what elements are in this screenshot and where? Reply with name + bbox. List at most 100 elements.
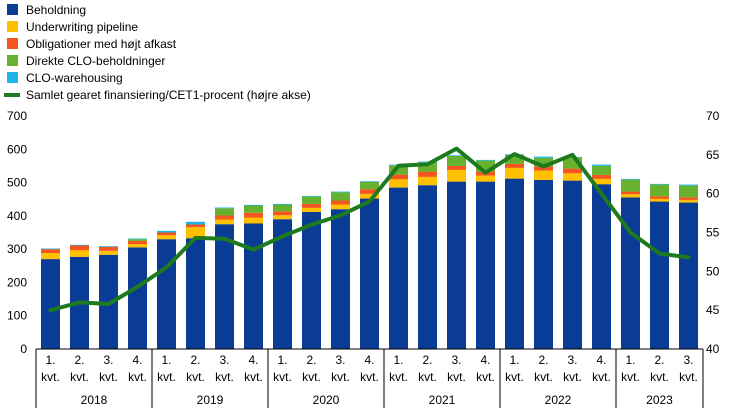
x-tick-label: kvt. [621, 370, 640, 384]
y-right-tick-label: 50 [706, 264, 720, 278]
bar-segment [215, 208, 234, 216]
bar-segment [447, 169, 466, 182]
bar-segment [505, 178, 524, 349]
x-tick-label: 1. [509, 353, 519, 367]
bar-segment [563, 157, 582, 169]
y-left-tick-label: 100 [7, 309, 27, 323]
year-label: 2022 [545, 393, 572, 407]
bar-segment [215, 219, 234, 225]
x-tick-label: 3. [103, 353, 113, 367]
bar-segment [157, 235, 176, 240]
x-tick-label: 1. [161, 353, 171, 367]
legend-line-swatch [4, 92, 20, 97]
bar-segment [447, 165, 466, 170]
x-tick-label: 4. [132, 353, 142, 367]
legend-item: Direkte CLO-beholdninger [4, 52, 404, 69]
x-tick-label: kvt. [128, 370, 147, 384]
y-right-tick-label: 40 [706, 342, 720, 356]
bar-segment [99, 246, 118, 251]
bar-segment [70, 245, 89, 251]
y-left-tick-label: 0 [20, 342, 27, 356]
bar-segment [505, 167, 524, 179]
bar-segment [360, 189, 379, 194]
x-tick-label: 1. [625, 353, 635, 367]
bar-segment [650, 201, 669, 349]
bar-segment [563, 180, 582, 349]
bar-segment [41, 249, 60, 254]
x-tick-label: kvt. [679, 370, 698, 384]
bar-segment [186, 221, 205, 225]
x-tick-label: kvt. [244, 370, 263, 384]
bar-segment [244, 223, 263, 349]
bar-segment [215, 215, 234, 220]
x-tick-label: kvt. [389, 370, 408, 384]
x-tick-label: 3. [451, 353, 461, 367]
x-tick-label: kvt. [447, 370, 466, 384]
legend-label: Obligationer med højt afkast [26, 36, 177, 51]
bar-segment [679, 202, 698, 349]
bar-segment [476, 160, 495, 172]
bar-segment [621, 194, 640, 198]
bar-segment [679, 184, 698, 186]
bar-segment [592, 165, 611, 175]
x-tick-label: kvt. [302, 370, 321, 384]
x-tick-label: kvt. [331, 370, 350, 384]
bar-segment [302, 203, 321, 208]
x-tick-label: 2. [654, 353, 664, 367]
bar-segment [679, 199, 698, 203]
legend-color-swatch [7, 21, 18, 32]
x-tick-label: 4. [480, 353, 490, 367]
year-label: 2019 [197, 393, 224, 407]
bar-segment [592, 178, 611, 185]
bar-segment [621, 197, 640, 349]
bar-segment [128, 240, 147, 245]
bar-segment [534, 157, 553, 167]
bar-segment [302, 211, 321, 349]
x-tick-label: 4. [364, 353, 374, 367]
bar-segment [418, 176, 437, 186]
bar-segment [41, 248, 60, 250]
bar-segment [650, 183, 669, 185]
legend-item: Underwriting pipeline [4, 18, 404, 35]
bar-segment [99, 250, 118, 255]
x-tick-label: kvt. [563, 370, 582, 384]
bar-segment [418, 171, 437, 177]
bar-segment [215, 207, 234, 209]
bar-segment [360, 181, 379, 182]
x-tick-label: kvt. [650, 370, 669, 384]
legend-item: Beholdning [4, 1, 404, 18]
x-tick-label: kvt. [418, 370, 437, 384]
bar-segment [476, 159, 495, 161]
legend-label: Samlet gearet finansiering/CET1-procent … [26, 87, 311, 102]
bar-segment [592, 184, 611, 349]
y-right-tick-label: 45 [706, 303, 720, 317]
bar-segment [128, 247, 147, 349]
x-tick-label: kvt. [534, 370, 553, 384]
bar-segment [679, 185, 698, 198]
bar-segment [244, 204, 263, 206]
bar-segment [360, 193, 379, 199]
bar-segment [447, 155, 466, 166]
bar-segment [360, 181, 379, 190]
x-tick-label: 3. [335, 353, 345, 367]
bar-segment [273, 219, 292, 349]
bar-segment [99, 246, 118, 247]
bar-segment [389, 165, 408, 175]
bar-segment [331, 191, 350, 193]
y-left-tick-label: 700 [7, 109, 27, 123]
y-right-tick-label: 60 [706, 187, 720, 201]
legend-label: Underwriting pipeline [26, 19, 139, 34]
bar-segment [157, 239, 176, 349]
bar-segment [563, 173, 582, 181]
legend-label: Beholdning [26, 2, 87, 17]
bar-segment [41, 253, 60, 260]
bar-segment [128, 244, 147, 248]
bar-segment [621, 179, 640, 192]
x-tick-label: 2. [538, 353, 548, 367]
y-left-tick-label: 300 [7, 242, 27, 256]
y-left-tick-label: 600 [7, 142, 27, 156]
x-tick-label: 2. [190, 353, 200, 367]
bar-segment [534, 179, 553, 349]
x-tick-label: kvt. [99, 370, 118, 384]
